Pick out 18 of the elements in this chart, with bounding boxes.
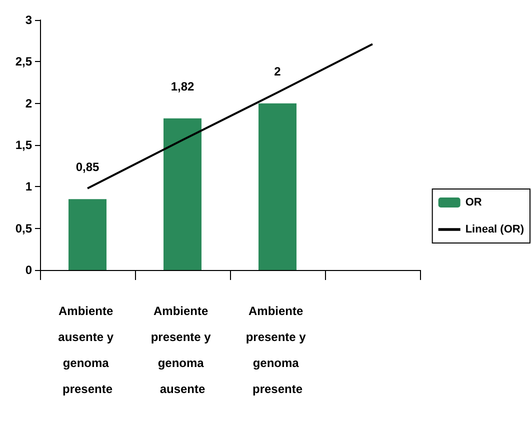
data-label: 2 — [274, 64, 282, 78]
x-tick-label: Ambiente presente y genoma ausente — [150, 304, 214, 396]
bar — [164, 118, 202, 270]
legend-label: Lineal (OR) — [465, 224, 524, 236]
bar — [68, 199, 106, 270]
y-tick-label: 0 — [25, 263, 32, 277]
x-tick-label: Ambiente presente y genoma presente — [246, 304, 310, 396]
y-tick-label: 3 — [25, 13, 32, 27]
y-tick-label: 0,5 — [15, 221, 32, 236]
data-label: 1,82 — [170, 79, 194, 94]
y-tick-label: 2,5 — [15, 54, 32, 69]
legend-label: OR — [465, 196, 482, 208]
bar — [258, 103, 296, 270]
y-tick-label: 1,5 — [15, 138, 32, 152]
y-tick-label: 1 — [25, 180, 32, 194]
x-tick-label: Ambiente ausente y genoma presente — [58, 304, 117, 396]
data-label: 0,85 — [76, 160, 100, 174]
y-tick-label: 2 — [25, 96, 32, 110]
